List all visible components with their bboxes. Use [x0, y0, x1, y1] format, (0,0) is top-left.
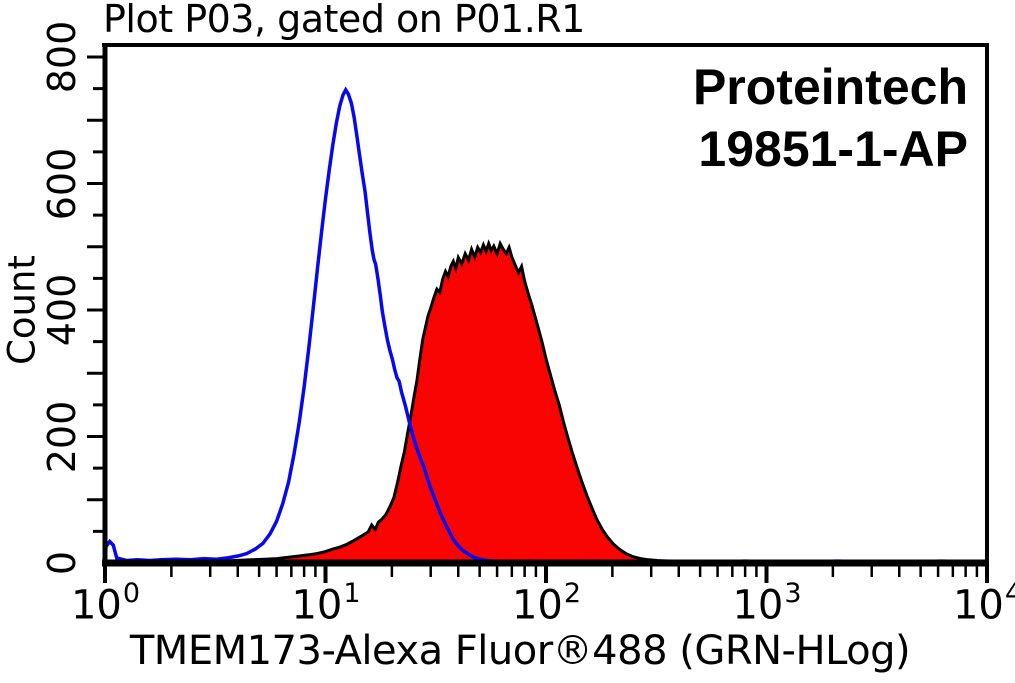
watermark-catalog-number: 19851-1-AP: [698, 121, 968, 177]
y-tick-label-400: 400: [40, 273, 84, 347]
y-tick-label-0: 0: [40, 550, 84, 576]
series-red-filled-histogram: [103, 239, 989, 565]
plot-title: Plot P03, gated on P01.R1: [103, 0, 585, 41]
x-axis-label: TMEM173-Alexa Fluor®488 (GRN-HLog): [129, 628, 911, 674]
x-tick-exponent: 1: [343, 578, 361, 609]
watermark-brand: Proteintech: [692, 59, 968, 115]
x-tick-base: 10: [952, 582, 1004, 629]
x-tick-exponent: 0: [122, 578, 141, 609]
x-tick-label-10e3: 103: [732, 578, 802, 629]
x-tick-base: 10: [291, 582, 343, 629]
x-tick-exponent: 3: [784, 578, 802, 609]
y-axis-label: Count: [0, 255, 44, 365]
x-tick-base: 10: [511, 582, 563, 629]
y-tick-label-200: 200: [40, 400, 84, 473]
x-tick-label-10e4: 104: [952, 578, 1015, 629]
watermark: Proteintech 19851-1-AP: [693, 56, 968, 180]
x-tick-exponent: 4: [1004, 578, 1015, 609]
y-tick-label-800: 800: [40, 20, 84, 94]
x-tick-label-10e2: 102: [511, 578, 582, 629]
x-tick-base: 10: [732, 582, 784, 629]
x-tick-label-10e1: 101: [291, 578, 361, 629]
y-tick-label-600: 600: [40, 147, 84, 220]
x-tick-base: 10: [70, 582, 122, 629]
x-tick-label-10e0: 100: [70, 578, 141, 629]
x-tick-exponent: 2: [563, 578, 582, 609]
